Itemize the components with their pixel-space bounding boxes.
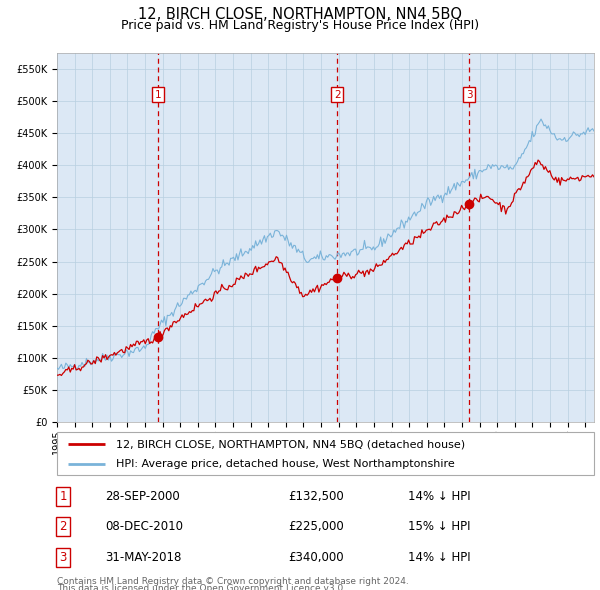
- Text: 08-DEC-2010: 08-DEC-2010: [105, 520, 183, 533]
- Text: 12, BIRCH CLOSE, NORTHAMPTON, NN4 5BQ: 12, BIRCH CLOSE, NORTHAMPTON, NN4 5BQ: [138, 7, 462, 22]
- Text: 3: 3: [59, 551, 67, 564]
- Text: 14% ↓ HPI: 14% ↓ HPI: [408, 551, 470, 564]
- Text: Price paid vs. HM Land Registry's House Price Index (HPI): Price paid vs. HM Land Registry's House …: [121, 19, 479, 32]
- Text: 12, BIRCH CLOSE, NORTHAMPTON, NN4 5BQ (detached house): 12, BIRCH CLOSE, NORTHAMPTON, NN4 5BQ (d…: [116, 440, 465, 450]
- Text: 1: 1: [59, 490, 67, 503]
- Text: 2: 2: [59, 520, 67, 533]
- Text: HPI: Average price, detached house, West Northamptonshire: HPI: Average price, detached house, West…: [116, 460, 455, 469]
- Text: 1: 1: [155, 90, 161, 100]
- Text: £132,500: £132,500: [288, 490, 344, 503]
- Text: Contains HM Land Registry data © Crown copyright and database right 2024.: Contains HM Land Registry data © Crown c…: [57, 577, 409, 586]
- Text: 28-SEP-2000: 28-SEP-2000: [105, 490, 180, 503]
- Text: 2: 2: [334, 90, 341, 100]
- Text: This data is licensed under the Open Government Licence v3.0.: This data is licensed under the Open Gov…: [57, 584, 346, 590]
- Text: 15% ↓ HPI: 15% ↓ HPI: [408, 520, 470, 533]
- Text: 3: 3: [466, 90, 472, 100]
- Text: 31-MAY-2018: 31-MAY-2018: [105, 551, 181, 564]
- Text: £340,000: £340,000: [288, 551, 344, 564]
- Text: £225,000: £225,000: [288, 520, 344, 533]
- Text: 14% ↓ HPI: 14% ↓ HPI: [408, 490, 470, 503]
